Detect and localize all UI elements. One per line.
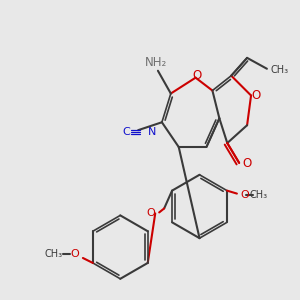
Text: O: O bbox=[251, 89, 261, 102]
Text: O: O bbox=[192, 69, 201, 82]
Text: O: O bbox=[242, 158, 252, 170]
Text: CH₃: CH₃ bbox=[250, 190, 268, 200]
Text: NH₂: NH₂ bbox=[145, 56, 167, 69]
Text: CH₃: CH₃ bbox=[271, 65, 289, 75]
Text: C: C bbox=[122, 127, 130, 137]
Text: CH₃: CH₃ bbox=[45, 249, 63, 259]
Text: O: O bbox=[146, 208, 155, 218]
Text: O: O bbox=[241, 190, 250, 200]
Text: O: O bbox=[70, 249, 80, 259]
Text: N: N bbox=[148, 127, 156, 137]
